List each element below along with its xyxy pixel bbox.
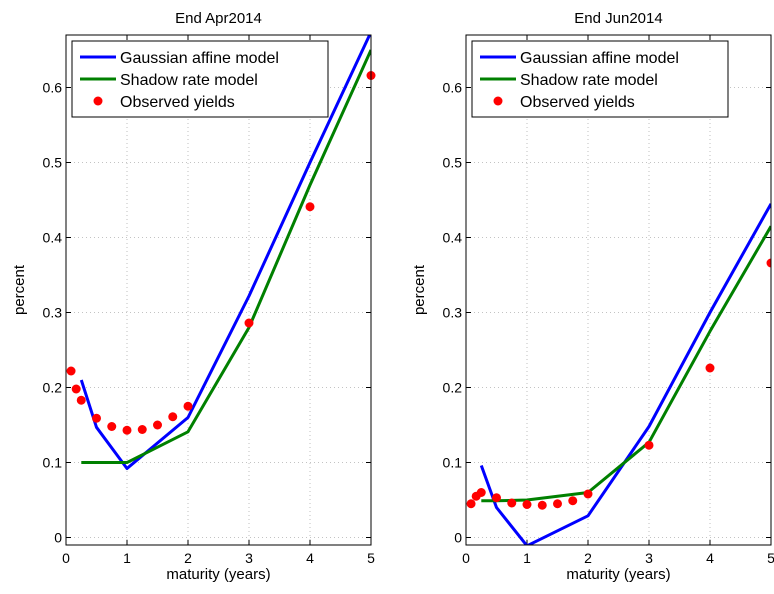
data-point	[492, 493, 501, 503]
chart-title: End Jun2014	[574, 10, 662, 27]
y-tick-label: 0.3	[43, 305, 63, 321]
x-tick-label: 2	[584, 550, 592, 566]
data-point	[476, 488, 486, 497]
x-axis-label: maturity (years)	[166, 566, 270, 583]
data-point	[71, 384, 81, 394]
legend-entry: Shadow rate model	[520, 72, 658, 89]
data-point	[66, 366, 76, 376]
y-tick-label: 0.1	[43, 455, 63, 471]
chart-panel-1: 0 1 2 3 4 5 0 0.1 0.2 0.3 0.4 0.5 0.6 End Apr2014 matu…	[11, 10, 376, 583]
y-tick-label: 0.4	[443, 230, 463, 246]
legend-swatch	[93, 96, 103, 106]
legend: Gaussian affine model Shadow rate model Ob…	[471, 40, 729, 118]
x-tick-label: 2	[184, 550, 192, 566]
x-tick-label: 5	[367, 550, 375, 566]
legend-entry: Gaussian affine model	[120, 50, 279, 67]
data-point	[553, 499, 562, 509]
data-point	[568, 496, 578, 506]
series-line-shadow-rate-model	[81, 49, 371, 464]
y-tick-label: 0.3	[443, 305, 463, 321]
plot-area	[66, 35, 371, 545]
data-point	[183, 401, 193, 411]
data-point	[644, 440, 654, 450]
y-tick-label: 0.6	[443, 80, 463, 96]
axes-box	[65, 34, 372, 546]
data-layer	[79, 35, 371, 470]
x-tick-label: 0	[62, 550, 70, 566]
data-point	[466, 499, 476, 509]
plot-area	[466, 35, 771, 545]
y-tick-label: 0.6	[43, 80, 63, 96]
y-tick-label: 0	[454, 530, 462, 546]
y-tick-label: 0.2	[43, 380, 63, 396]
axes-box	[465, 34, 772, 546]
data-point	[153, 420, 162, 430]
data-point	[522, 500, 532, 509]
x-tick-label: 3	[645, 550, 653, 566]
legend: Gaussian affine model Shadow rate model Ob…	[71, 40, 329, 118]
legend-entry: Observed yields	[520, 94, 635, 111]
x-tick-label: 1	[123, 550, 131, 566]
legend-swatch	[493, 96, 503, 106]
series-line-gaussian-affine-model	[479, 203, 771, 545]
data-point	[705, 363, 715, 373]
x-tick-label: 4	[306, 550, 314, 566]
x-tick-label: 5	[767, 550, 774, 566]
data-point	[583, 489, 593, 499]
data-point	[92, 413, 101, 423]
data-point	[766, 258, 771, 268]
y-tick-label: 0.1	[443, 455, 463, 471]
data-point	[137, 425, 147, 434]
y-tick-label: 0	[54, 530, 62, 546]
data-point	[76, 395, 86, 405]
chart-panel-2: 0 1 2 3 4 5 0 0.1 0.2 0.3 0.4 0.5 0.6 End Jun2014 matu…	[411, 10, 774, 583]
y-tick-label: 0.4	[43, 230, 63, 246]
data-point	[168, 412, 178, 422]
x-tick-label: 0	[462, 550, 470, 566]
x-tick-label: 4	[706, 550, 714, 566]
y-axis-label: percent	[11, 264, 28, 315]
y-tick-label: 0.2	[443, 380, 463, 396]
y-tick-label: 0.5	[43, 155, 63, 171]
y-axis-label: percent	[411, 264, 428, 315]
legend-entry: Observed yields	[120, 94, 235, 111]
x-tick-label: 3	[245, 550, 253, 566]
y-tick-label: 0.5	[443, 155, 463, 171]
x-axis-label: maturity (years)	[566, 566, 670, 583]
data-point	[305, 202, 315, 212]
data-point	[122, 425, 132, 435]
data-point	[537, 500, 547, 510]
legend-entry: Gaussian affine model	[520, 50, 679, 67]
x-tick-label: 1	[523, 550, 531, 566]
data-point	[244, 318, 254, 328]
data-point	[107, 422, 117, 431]
chart-title: End Apr2014	[175, 10, 262, 27]
legend-entry: Shadow rate model	[120, 72, 258, 89]
data-point	[507, 498, 517, 508]
series-line-gaussian-affine-model	[79, 35, 371, 470]
